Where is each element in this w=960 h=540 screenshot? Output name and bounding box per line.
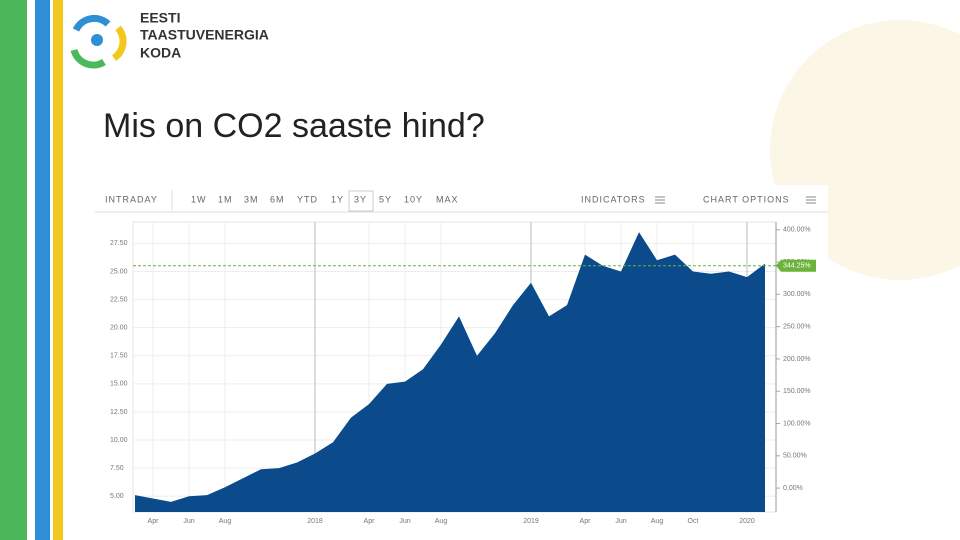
current-badge: [776, 259, 816, 272]
y-tick-label: 25.00: [110, 268, 128, 275]
x-tick-label: Aug: [435, 518, 448, 525]
logo-text: KODA: [140, 45, 181, 61]
range-button[interactable]: 1Y: [331, 194, 344, 204]
y-tick-label: 10.00: [110, 437, 128, 444]
stripe: [0, 0, 27, 540]
x-tick-label: Jun: [399, 518, 410, 525]
y2-tick-label: 50.00%: [783, 453, 807, 460]
x-tick-label: Oct: [688, 518, 699, 525]
range-button[interactable]: 10Y: [404, 194, 423, 204]
logo-text: EESTI: [140, 10, 180, 26]
stripe: [53, 0, 63, 540]
range-button[interactable]: YTD: [297, 194, 318, 204]
range-button[interactable]: 1W: [191, 194, 207, 204]
y-tick-label: 20.00: [110, 325, 128, 332]
x-tick-label: Apr: [148, 518, 160, 525]
x-tick-label: Aug: [219, 518, 232, 525]
logo-text: TAASTUVENERGIA: [140, 27, 269, 43]
y-tick-label: 22.50: [110, 296, 128, 303]
y-tick-label: 7.50: [110, 465, 124, 472]
range-button[interactable]: 3Y: [354, 194, 367, 204]
y-tick-label: 12.50: [110, 409, 128, 416]
range-button[interactable]: MAX: [436, 194, 459, 204]
current-label: 344.25%: [783, 263, 811, 270]
stripe: [35, 0, 50, 540]
y-tick-label: 15.00: [110, 381, 128, 388]
logo-icon: [70, 14, 127, 69]
range-button[interactable]: 5Y: [379, 194, 392, 204]
chart-options-button[interactable]: CHART OPTIONS: [703, 194, 790, 204]
y-tick-label: 5.00: [110, 493, 124, 500]
range-button[interactable]: 1M: [218, 194, 233, 204]
x-tick-label: 2020: [739, 518, 755, 525]
indicators-button[interactable]: INDICATORS: [581, 194, 646, 204]
x-tick-label: 2018: [307, 518, 323, 525]
y2-tick-label: 250.00%: [783, 323, 811, 330]
y2-tick-label: 400.00%: [783, 227, 811, 234]
x-tick-label: Apr: [364, 518, 376, 525]
y-tick-label: 27.50: [110, 240, 128, 247]
x-tick-label: 2019: [523, 518, 539, 525]
y2-tick-label: 100.00%: [783, 420, 811, 427]
range-button[interactable]: 6M: [270, 194, 285, 204]
y2-tick-label: 150.00%: [783, 388, 811, 395]
slide-title: Mis on CO2 saaste hind?: [103, 107, 485, 145]
y2-tick-label: 200.00%: [783, 356, 811, 363]
y2-tick-label: 300.00%: [783, 291, 811, 298]
y-tick-label: 17.50: [110, 353, 128, 360]
range-button[interactable]: 3M: [244, 194, 259, 204]
x-tick-label: Jun: [615, 518, 626, 525]
area: [135, 232, 765, 512]
y2-tick-label: 0.00%: [783, 485, 803, 492]
x-tick-label: Apr: [580, 518, 592, 525]
x-tick-label: Jun: [183, 518, 194, 525]
range-button[interactable]: INTRADAY: [105, 194, 158, 204]
selected-range: [348, 190, 374, 212]
x-tick-label: Aug: [651, 518, 664, 525]
